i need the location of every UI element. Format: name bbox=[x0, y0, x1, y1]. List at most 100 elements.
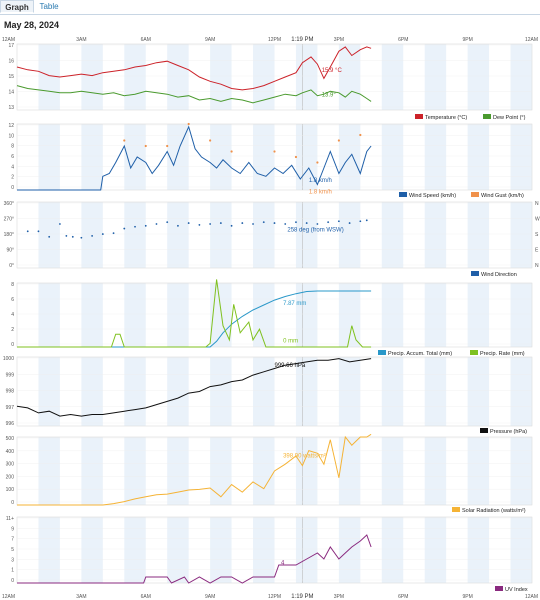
hour-band bbox=[124, 124, 146, 190]
current-time-label: 1:19 PM bbox=[291, 37, 313, 43]
hour-band bbox=[124, 202, 146, 268]
legend-label: Wind Gust (km/h) bbox=[481, 193, 524, 199]
direction-point bbox=[112, 232, 115, 235]
direction-point bbox=[295, 221, 297, 224]
top-x-tick: 12AM bbox=[2, 37, 15, 43]
y-tick-label: 0 bbox=[11, 578, 14, 584]
bottom-x-tick: 3PM bbox=[334, 594, 344, 600]
hour-band bbox=[338, 44, 361, 110]
hour-band bbox=[253, 283, 275, 347]
bottom-x-tick: 12AM bbox=[525, 594, 538, 600]
y-tick-label: 0° bbox=[9, 263, 14, 269]
hour-band bbox=[467, 357, 490, 426]
direction-point bbox=[252, 223, 254, 225]
view-tabs: Graph Table bbox=[0, 0, 540, 15]
y-tick-label: 2 bbox=[11, 175, 14, 181]
bottom-x-tick: 9AM bbox=[205, 594, 215, 600]
page-title: May 28, 2024 bbox=[4, 20, 60, 30]
hour-band bbox=[167, 437, 189, 505]
y-tick-label: 0 bbox=[11, 500, 14, 506]
y-tick-label: 15 bbox=[8, 74, 14, 80]
current-time-label: 1:19 PM bbox=[291, 594, 313, 600]
hour-band bbox=[295, 202, 318, 268]
direction-point bbox=[59, 223, 61, 225]
direction-point bbox=[337, 220, 340, 223]
top-x-tick: 12PM bbox=[268, 37, 281, 43]
y-tick-label: 9 bbox=[11, 526, 14, 532]
y-tick-label: 0 bbox=[11, 185, 14, 191]
hour-band bbox=[81, 44, 103, 110]
hour-band bbox=[124, 437, 146, 505]
direction-point bbox=[101, 233, 104, 235]
gust-point bbox=[187, 122, 190, 126]
tab-graph[interactable]: Graph bbox=[0, 0, 34, 13]
legend-label: Pressure (hPa) bbox=[490, 429, 527, 435]
hour-band bbox=[167, 124, 189, 190]
legend-swatch bbox=[495, 586, 503, 591]
hour-band bbox=[424, 437, 447, 505]
direction-point bbox=[177, 224, 179, 227]
legend-swatch bbox=[415, 114, 423, 119]
direction-point bbox=[327, 221, 330, 224]
hour-band bbox=[381, 517, 404, 583]
y-tick-label: 200 bbox=[6, 474, 15, 480]
hour-band bbox=[167, 517, 189, 583]
y-tick-label: 4 bbox=[11, 164, 14, 170]
y-tick-label: 13 bbox=[8, 105, 14, 111]
legend-label: Precip. Rate (mm) bbox=[480, 351, 525, 357]
y-tick-label: 0 bbox=[11, 342, 14, 348]
hour-band bbox=[424, 357, 447, 426]
gust-point bbox=[123, 139, 126, 142]
hour-band bbox=[167, 202, 189, 268]
series-line bbox=[17, 290, 372, 348]
direction-point bbox=[273, 222, 276, 224]
gust-point bbox=[230, 150, 233, 153]
y-tick-label: 17 bbox=[8, 43, 14, 49]
hour-band bbox=[167, 44, 189, 110]
y-tick-label: 997 bbox=[6, 405, 15, 411]
legend-swatch bbox=[480, 428, 488, 433]
legend-label: Wind Direction bbox=[481, 272, 517, 278]
y-tick-label: 998 bbox=[6, 389, 15, 395]
direction-point bbox=[284, 223, 287, 225]
direction-point bbox=[316, 223, 319, 225]
gust-point bbox=[294, 155, 298, 159]
y-tick-label: 5 bbox=[11, 547, 14, 553]
hour-band bbox=[38, 202, 60, 268]
hour-band bbox=[210, 202, 232, 268]
direction-point bbox=[359, 220, 362, 223]
hour-band bbox=[510, 517, 532, 583]
value-annotation: 398.90 watts/m² bbox=[283, 453, 326, 459]
hour-band bbox=[81, 517, 103, 583]
value-annotation: 15.9 °C bbox=[322, 68, 343, 74]
hour-band bbox=[381, 283, 404, 347]
hour-band bbox=[210, 124, 232, 190]
gust-point bbox=[166, 144, 169, 148]
value-annotation: 0 mm bbox=[283, 339, 298, 345]
hour-band bbox=[295, 44, 318, 110]
hour-band bbox=[338, 437, 361, 505]
hour-band bbox=[167, 283, 189, 347]
y-tick-label: 1 bbox=[11, 568, 14, 574]
hour-band bbox=[510, 44, 532, 110]
y-tick-label: 4 bbox=[11, 312, 14, 318]
hour-band bbox=[253, 124, 275, 190]
y-tick-label: 10 bbox=[8, 133, 14, 139]
tab-table[interactable]: Table bbox=[39, 2, 59, 11]
hour-band bbox=[467, 437, 490, 505]
plot-area bbox=[16, 123, 533, 191]
direction-point bbox=[348, 222, 351, 224]
value-annotation: 13.9° bbox=[322, 92, 337, 98]
gust-point bbox=[144, 144, 147, 148]
gust-point bbox=[337, 139, 340, 142]
hour-band bbox=[424, 202, 447, 268]
gust-point bbox=[209, 139, 212, 142]
direction-point bbox=[241, 222, 244, 224]
hour-band bbox=[210, 437, 232, 505]
top-x-tick: 3PM bbox=[334, 37, 344, 43]
hour-band bbox=[424, 124, 447, 190]
hour-band bbox=[510, 437, 532, 505]
hour-band bbox=[510, 283, 532, 347]
direction-point bbox=[187, 222, 190, 224]
hour-band bbox=[253, 202, 275, 268]
